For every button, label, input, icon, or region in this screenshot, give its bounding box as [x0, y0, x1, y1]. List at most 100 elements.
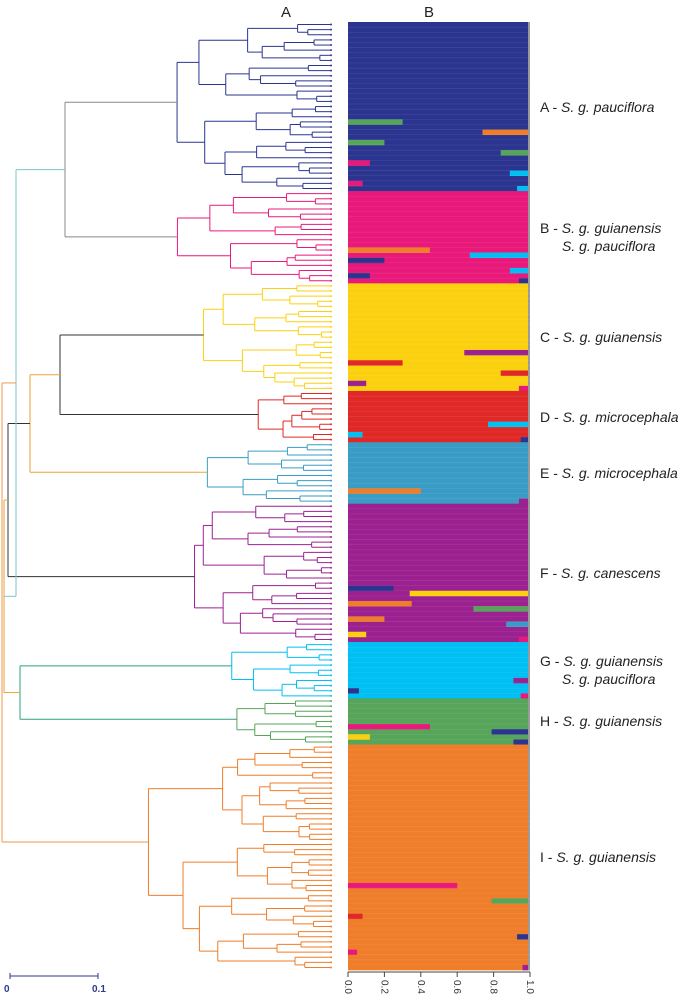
- leaf-tip: [330, 525, 332, 528]
- bar-C-6: [348, 314, 530, 320]
- bar-D-4: [348, 411, 530, 417]
- bar-D-0: [348, 390, 530, 397]
- leaf-tip: [330, 372, 332, 375]
- bar-H-6: [348, 729, 530, 735]
- bar-tail: [528, 401, 530, 407]
- leaf-tip: [330, 269, 332, 272]
- bar-F-5: [348, 529, 530, 535]
- bar-tail: [528, 47, 530, 54]
- leaf-tip: [330, 74, 332, 77]
- bar-I-1: [348, 749, 530, 756]
- bar-tail: [528, 175, 530, 182]
- admix-I-3: [348, 913, 363, 920]
- leaf-tip: [330, 582, 332, 585]
- bar-A-27: [348, 160, 530, 166]
- bar-B-11: [348, 247, 530, 253]
- leaf-tip: [330, 597, 332, 600]
- bar-E-11: [348, 498, 530, 504]
- leaf-tip: [330, 233, 332, 236]
- bar-I-22: [348, 857, 530, 863]
- leaf-tip: [330, 546, 332, 549]
- bar-C-0: [348, 283, 530, 289]
- bar-tail: [528, 544, 530, 551]
- bar-tail: [528, 862, 530, 868]
- bar-A-8: [348, 62, 530, 69]
- bar-F-21: [348, 611, 530, 617]
- bar-I-17: [348, 831, 530, 838]
- leaf-tip: [330, 874, 332, 877]
- leaf-tip: [330, 495, 332, 497]
- leaf-tip: [330, 105, 332, 108]
- leaf-tip: [330, 863, 332, 866]
- leaf-tip: [330, 433, 332, 436]
- leaf-tip: [330, 489, 332, 492]
- admix-H-1: [348, 734, 370, 740]
- leaf-tip: [330, 628, 332, 631]
- admix-F-4: [473, 606, 528, 612]
- bar-F-23: [348, 621, 530, 627]
- admix-G-1: [348, 688, 359, 694]
- bar-F-8: [348, 544, 530, 551]
- bar-tail: [528, 119, 530, 125]
- leaf-tip: [330, 633, 332, 636]
- bar-tail: [528, 262, 530, 269]
- bar-A-30: [348, 175, 530, 182]
- bar-F-6: [348, 534, 530, 540]
- bar-tail: [528, 724, 530, 730]
- leaf-tip: [330, 136, 332, 139]
- bar-tail: [528, 718, 530, 725]
- bar-E-8: [348, 483, 530, 489]
- leaf-tip: [330, 797, 332, 800]
- bar-tail: [528, 467, 530, 474]
- bar-tail: [528, 539, 530, 545]
- bar-I-26: [348, 877, 530, 884]
- bar-tail: [528, 672, 530, 679]
- leaf-tip: [330, 361, 332, 364]
- admix-A-7: [348, 119, 403, 125]
- bar-H-7: [348, 734, 530, 740]
- leaf-tip: [330, 915, 332, 918]
- leaf-tip: [330, 730, 332, 733]
- leaf-tip: [330, 771, 332, 774]
- bar-I-32: [348, 908, 530, 914]
- bar-tail: [528, 688, 530, 694]
- leaf-tip: [330, 904, 332, 907]
- bar-G-10: [348, 693, 530, 699]
- cluster-label-I: I - S. g. guianensis: [540, 849, 656, 866]
- bar-D-9: [348, 437, 530, 443]
- leaf-tip: [330, 587, 332, 590]
- bar-tail: [528, 949, 530, 955]
- bar-D-8: [348, 431, 530, 438]
- bar-A-15: [348, 98, 530, 105]
- bar-tail: [528, 319, 530, 325]
- x-tick-label-1.0: 1.0: [524, 980, 535, 994]
- leaf-tip: [330, 761, 332, 764]
- leaf-tip: [330, 228, 332, 231]
- admix-I-2: [517, 934, 528, 940]
- leaf-tip: [330, 290, 332, 293]
- admix-I-0: [522, 964, 528, 971]
- leaf-tip: [330, 223, 332, 226]
- leaf-tip: [330, 715, 332, 718]
- bar-tail: [528, 877, 530, 884]
- leaf-tip: [330, 202, 332, 205]
- leaf-tip: [330, 351, 332, 354]
- cluster-label-H: H - S. g. guianensis: [540, 713, 663, 730]
- admix-G-0: [520, 693, 528, 699]
- bar-I-9: [348, 790, 530, 797]
- bar-I-25: [348, 872, 530, 879]
- leaf-tip: [330, 305, 332, 308]
- leaf-tip: [330, 556, 332, 559]
- bar-F-20: [348, 606, 530, 612]
- bar-A-22: [348, 134, 530, 141]
- bar-G-1: [348, 647, 530, 653]
- leaf-tip: [330, 387, 332, 390]
- bar-tail: [528, 821, 530, 827]
- admix-I-1: [348, 949, 358, 955]
- leaf-tip: [330, 920, 332, 923]
- bar-tail: [528, 103, 530, 110]
- panel-a-label: A: [281, 4, 292, 21]
- leaf-tip: [330, 869, 332, 872]
- bar-tail: [528, 170, 530, 177]
- leaf-tip: [330, 310, 332, 313]
